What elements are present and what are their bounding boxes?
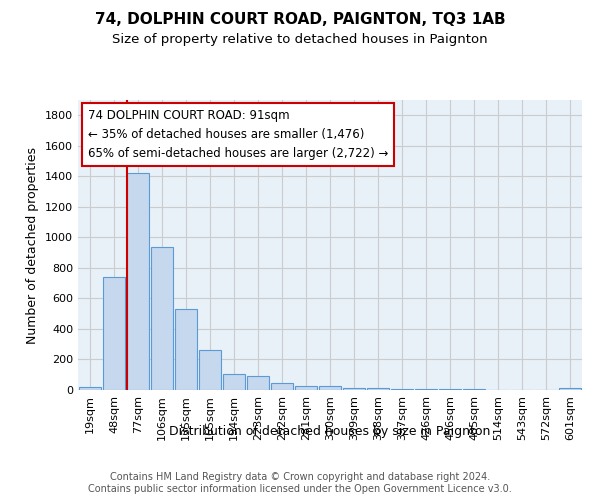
Bar <box>223 374 245 390</box>
Bar <box>175 309 197 390</box>
Bar <box>319 386 341 390</box>
Bar <box>271 382 293 390</box>
Bar <box>103 277 125 390</box>
Bar <box>439 389 461 390</box>
Text: 74 DOLPHIN COURT ROAD: 91sqm
← 35% of detached houses are smaller (1,476)
65% of: 74 DOLPHIN COURT ROAD: 91sqm ← 35% of de… <box>88 108 388 160</box>
Bar <box>127 174 149 390</box>
Bar <box>199 350 221 390</box>
Bar <box>151 246 173 390</box>
Text: Contains public sector information licensed under the Open Government Licence v3: Contains public sector information licen… <box>88 484 512 494</box>
Y-axis label: Number of detached properties: Number of detached properties <box>26 146 40 344</box>
Bar <box>559 388 581 390</box>
Text: Contains HM Land Registry data © Crown copyright and database right 2024.: Contains HM Land Registry data © Crown c… <box>110 472 490 482</box>
Bar <box>463 389 485 390</box>
Text: 74, DOLPHIN COURT ROAD, PAIGNTON, TQ3 1AB: 74, DOLPHIN COURT ROAD, PAIGNTON, TQ3 1A… <box>95 12 505 28</box>
Bar <box>343 388 365 390</box>
Bar <box>79 386 101 390</box>
Bar <box>367 388 389 390</box>
Bar <box>415 389 437 390</box>
Text: Size of property relative to detached houses in Paignton: Size of property relative to detached ho… <box>112 32 488 46</box>
Text: Distribution of detached houses by size in Paignton: Distribution of detached houses by size … <box>169 425 491 438</box>
Bar <box>391 389 413 390</box>
Bar <box>295 386 317 390</box>
Bar <box>247 376 269 390</box>
